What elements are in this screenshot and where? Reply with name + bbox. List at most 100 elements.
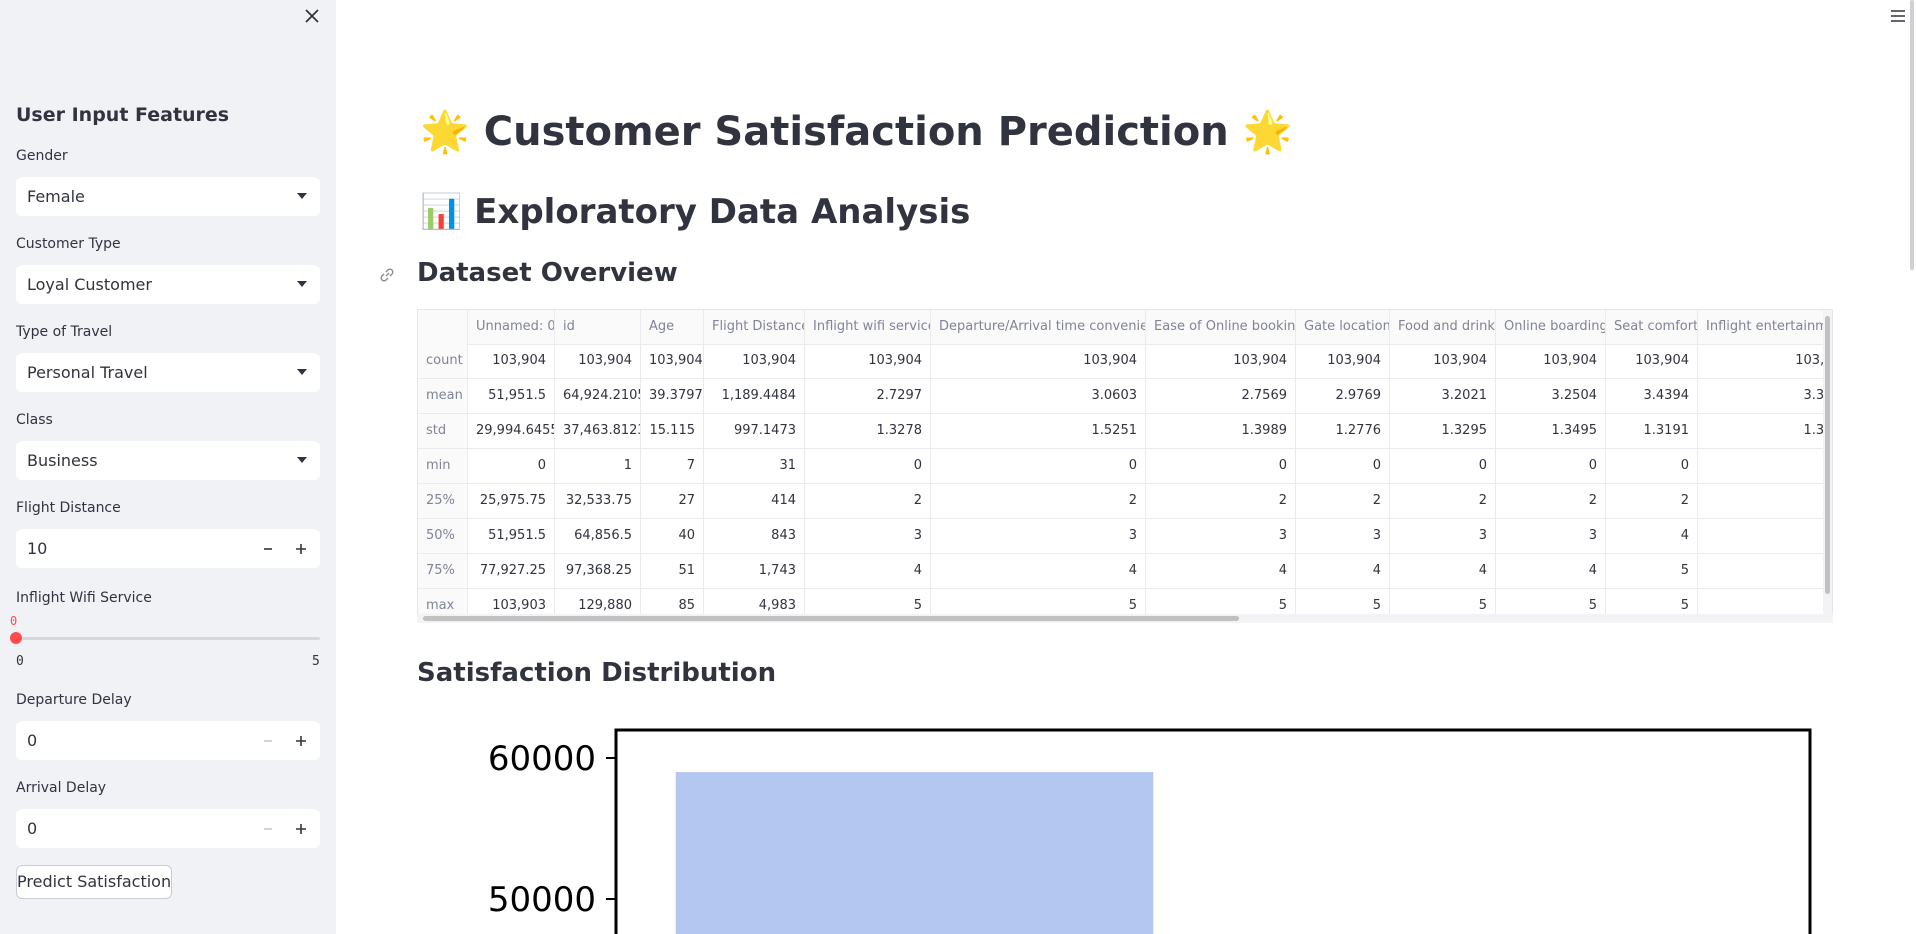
table-cell: 1 <box>555 449 641 484</box>
column-header: Online boarding <box>1496 310 1606 345</box>
table-cell: 97,368.25 <box>555 554 641 589</box>
table-cell: 77,927.25 <box>468 554 555 589</box>
field-label: Customer Type <box>16 236 121 252</box>
field-label: Class <box>16 412 53 428</box>
table-cell: 64,924.2105 <box>555 379 641 414</box>
select-box[interactable]: Female <box>16 177 320 216</box>
table-cell: 2 <box>1296 484 1390 519</box>
link-icon[interactable] <box>378 266 396 284</box>
table-cell: 4 <box>931 554 1146 589</box>
table-cell: 5 <box>1606 589 1698 622</box>
v-scrollbar[interactable] <box>1823 310 1832 614</box>
table-cell: 103,904 <box>704 344 805 379</box>
table-cell: 843 <box>704 519 805 554</box>
table-cell: 3 <box>931 519 1146 554</box>
table-cell: 4 <box>1698 519 1832 554</box>
table-cell: 37,463.8123 <box>555 414 641 449</box>
table-cell: 4 <box>1296 554 1390 589</box>
column-header: Unnamed: 0 <box>468 310 555 345</box>
number-input[interactable]: 0 <box>16 721 320 760</box>
table-cell: 5 <box>1296 589 1390 622</box>
column-header: Age <box>641 310 704 345</box>
field-value: Loyal Customer <box>27 275 152 294</box>
bar <box>675 772 1154 934</box>
table-cell: 85 <box>641 589 704 622</box>
chevron <box>297 369 307 375</box>
row-label: count <box>418 344 468 379</box>
table-cell: 2 <box>1606 484 1698 519</box>
table-cell: 64,856.5 <box>555 519 641 554</box>
table-cell: 25,975.75 <box>468 484 555 519</box>
field-value: 0 <box>27 731 38 750</box>
column-header: Inflight wifi service <box>805 310 931 345</box>
row-label: 75% <box>418 554 468 589</box>
table-cell: 2 <box>805 484 931 519</box>
table-cell: 5 <box>1146 589 1296 622</box>
table-cell: 0 <box>1296 449 1390 484</box>
table-cell: 51 <box>641 554 704 589</box>
select-box[interactable]: Business <box>16 441 320 480</box>
step-buttons[interactable] <box>260 822 310 836</box>
table-cell: 103,904 <box>1296 344 1390 379</box>
table-cell: 0 <box>805 449 931 484</box>
column-header: id <box>555 310 641 345</box>
row-label: mean <box>418 379 468 414</box>
table-cell: 3 <box>1496 519 1606 554</box>
select-box[interactable]: Loyal Customer <box>16 265 320 304</box>
table-cell: 1.3989 <box>1146 414 1296 449</box>
close-button[interactable] <box>304 8 320 24</box>
table-cell: 1.3495 <box>1496 414 1606 449</box>
number-input[interactable]: 0 <box>16 809 320 848</box>
chevron <box>297 457 307 463</box>
table-cell: 5 <box>931 589 1146 622</box>
predict-button[interactable]: Predict Satisfaction <box>16 865 172 899</box>
table-cell: 103,904 <box>931 344 1146 379</box>
slider-thumb[interactable] <box>10 632 22 644</box>
table-cell: 414 <box>704 484 805 519</box>
table-cell: 5 <box>805 589 931 622</box>
column-header: Food and drink <box>1390 310 1496 345</box>
table-cell: 103,904 <box>555 344 641 379</box>
table-cell: 3.0603 <box>931 379 1146 414</box>
row-label: std <box>418 414 468 449</box>
table-cell: 0 <box>931 449 1146 484</box>
column-header: Flight Distance <box>704 310 805 345</box>
number-input[interactable]: 10 <box>16 529 320 568</box>
table-cell: 0 <box>1496 449 1606 484</box>
table-cell: 103,904 <box>1698 344 1832 379</box>
table-cell: 3.2504 <box>1496 379 1606 414</box>
table-cell: 103,904 <box>641 344 704 379</box>
step-buttons[interactable] <box>260 542 310 556</box>
h-scroll-thumb[interactable] <box>423 616 1239 621</box>
page-title: 🌟 Customer Satisfaction Prediction 🌟 <box>420 109 1293 155</box>
step-buttons[interactable] <box>260 734 310 748</box>
data-table[interactable]: Unnamed: 0 id Age Flight Distance Inflight w… <box>417 309 1833 623</box>
table-cell: 4 <box>1496 554 1606 589</box>
table-cell: 2 <box>1146 484 1296 519</box>
table-cell: 15.115 <box>641 414 704 449</box>
table-cell: 2 <box>1698 484 1832 519</box>
table-cell: 4 <box>1698 554 1832 589</box>
table-cell: 4 <box>805 554 931 589</box>
table-cell: 0 <box>1146 449 1296 484</box>
y-tick-label: 60000 <box>488 739 596 779</box>
table-cell: 40 <box>641 519 704 554</box>
h-scrollbar[interactable] <box>417 614 1833 623</box>
select-box[interactable]: Personal Travel <box>16 353 320 392</box>
chevron <box>297 281 307 287</box>
table-cell: 27 <box>641 484 704 519</box>
table-cell: 3 <box>1390 519 1496 554</box>
table-cell: 3 <box>805 519 931 554</box>
menu-button[interactable] <box>1889 8 1907 24</box>
table-cell: 1.2776 <box>1296 414 1390 449</box>
table-cell: 103,904 <box>805 344 931 379</box>
field-value: Female <box>27 187 85 206</box>
row-label: min <box>418 449 468 484</box>
table-cell: 4,983 <box>704 589 805 622</box>
table-cell: 4 <box>1146 554 1296 589</box>
column-header: Gate location <box>1296 310 1390 345</box>
table-cell: 1.3191 <box>1606 414 1698 449</box>
section-subtitle: 📊 Exploratory Data Analysis <box>420 192 971 232</box>
v-scroll-thumb[interactable] <box>1825 316 1830 594</box>
table-cell: 103,904 <box>1606 344 1698 379</box>
